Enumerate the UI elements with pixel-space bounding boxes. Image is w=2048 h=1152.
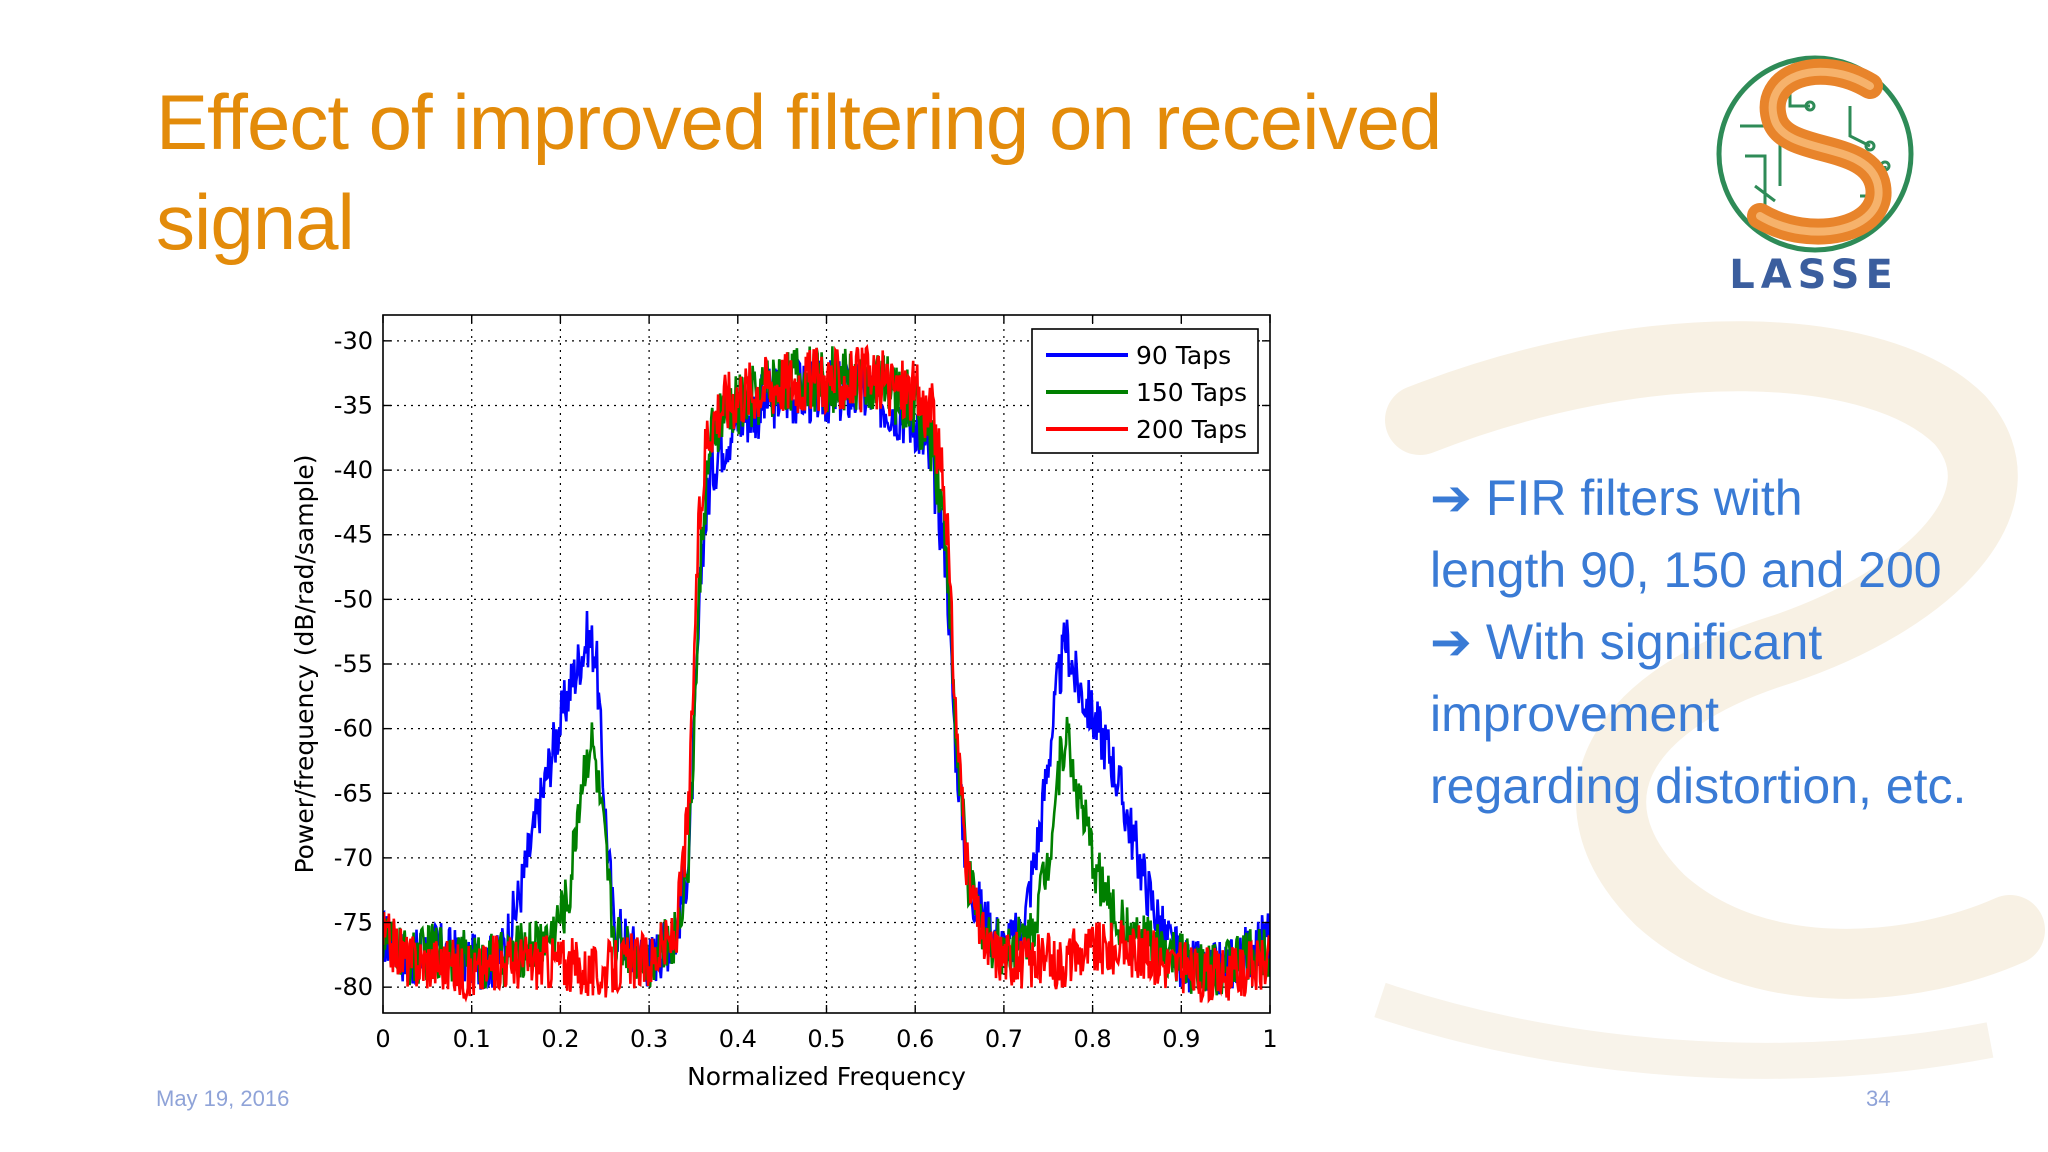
x-tick-label: 0.1 xyxy=(453,1025,491,1053)
x-tick-label: 0.6 xyxy=(896,1025,934,1053)
bullet-text: length 90, 150 and 200 xyxy=(1430,542,1942,598)
bullet-line-1: ➔ FIR filters with xyxy=(1430,462,2040,534)
y-tick-label: -35 xyxy=(334,391,373,419)
bullet-text: With significant xyxy=(1485,614,1823,670)
slide-title: Effect of improved filtering on received… xyxy=(156,78,1442,266)
y-tick-label: -60 xyxy=(334,715,373,743)
series-line-3 xyxy=(383,343,1270,1004)
y-tick-label: -45 xyxy=(334,521,373,549)
x-tick-label: 0.3 xyxy=(630,1025,668,1053)
x-axis-label: Normalized Frequency xyxy=(687,1062,966,1091)
y-tick-label: -55 xyxy=(334,650,373,678)
x-tick-label: 0.8 xyxy=(1074,1025,1112,1053)
x-tick-label: 0.5 xyxy=(807,1025,845,1053)
legend-label: 150 Taps xyxy=(1136,378,1247,407)
logo-text: LASSE xyxy=(1729,252,1899,298)
y-tick-label: -65 xyxy=(334,779,373,807)
legend-label: 200 Taps xyxy=(1136,415,1247,444)
logo-emblem-icon xyxy=(1716,55,1914,253)
x-tick-label: 0.7 xyxy=(985,1025,1023,1053)
bullet-line-5: regarding distortion, etc. xyxy=(1430,750,2040,822)
x-tick-label: 0.4 xyxy=(719,1025,757,1053)
x-tick-label: 0 xyxy=(375,1025,390,1053)
bullet-line-3: ➔ With significant xyxy=(1430,606,2040,678)
y-tick-label: -40 xyxy=(334,456,373,484)
y-tick-label: -50 xyxy=(334,585,373,613)
x-tick-label: 0.9 xyxy=(1162,1025,1200,1053)
bullet-line-4: improvement xyxy=(1430,678,2040,750)
lasse-logo: LASSE xyxy=(1700,46,1930,306)
bullet-text: regarding distortion, etc. xyxy=(1430,758,1967,814)
legend: 90 Taps 150 Taps 200 Taps xyxy=(1031,328,1259,454)
bullet-text: FIR filters with xyxy=(1485,470,1803,526)
bullet-text: improvement xyxy=(1430,686,1719,742)
bullet-list: ➔ FIR filters with length 90, 150 and 200… xyxy=(1430,462,2040,822)
page-number: 34 xyxy=(1866,1086,1891,1111)
legend-label: 90 Taps xyxy=(1136,341,1231,370)
arrow-icon: ➔ xyxy=(1430,470,1472,526)
series-line-1 xyxy=(383,357,1270,995)
y-tick-label: -80 xyxy=(334,973,373,1001)
y-tick-label: -75 xyxy=(334,909,373,937)
arrow-icon: ➔ xyxy=(1430,614,1472,670)
y-tick-label: -70 xyxy=(334,844,373,872)
y-tick-label: -30 xyxy=(334,327,373,355)
x-tick-label: 0.2 xyxy=(541,1025,579,1053)
bullet-line-2: length 90, 150 and 200 xyxy=(1430,534,2040,606)
footer-date: May 19, 2016 xyxy=(156,1086,290,1111)
x-tick-label: 1 xyxy=(1262,1025,1277,1053)
psd-chart: 0 0.1 0.2 0.3 0.4 0.5 0.6 0.7 0.8 0.9 1 -30 -35 -40 -4… xyxy=(290,314,1278,1091)
y-axis-label: Power/frequency (dB/rad/sample) xyxy=(290,454,319,873)
